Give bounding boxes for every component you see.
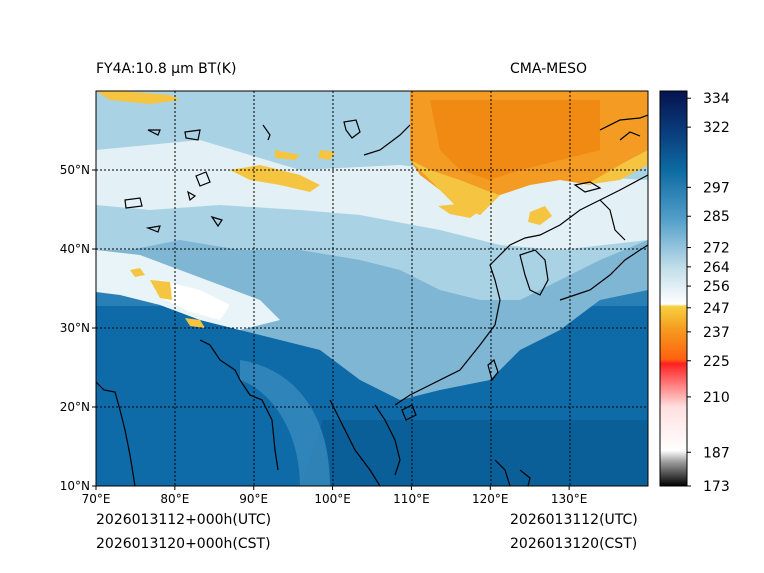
colorbar-tick-label: 256 [703, 279, 730, 295]
init-time-utc: 2026013112(UTC) [510, 512, 638, 528]
lon-tick-label: 130°E [551, 492, 588, 506]
model-label: CMA-MESO [510, 61, 588, 77]
forecast-time-cst: 2026013120+000h(CST) [96, 536, 271, 552]
colorbar-tick-label: 247 [703, 301, 730, 317]
colorbar-tick-label: 285 [703, 209, 730, 225]
map-title: FY4A:10.8 µm BT(K) [96, 61, 237, 77]
colorbar-tick-label: 264 [703, 260, 730, 276]
lat-tick-label: 10°N [60, 479, 90, 493]
lon-tick-label: 100°E [314, 492, 351, 506]
lat-tick-label: 40°N [60, 242, 90, 256]
colorbar-tick-label: 187 [703, 445, 730, 461]
forecast-time-utc: 2026013112+000h(UTC) [96, 512, 272, 528]
coastlines [96, 114, 648, 486]
init-time-cst: 2026013120(CST) [510, 536, 638, 552]
lon-tick-label: 80°E [160, 492, 189, 506]
colorbar-frame [659, 90, 688, 487]
colorbar-tick-label: 297 [703, 180, 730, 196]
lon-tick-label: 110°E [393, 492, 430, 506]
colorbar-tick-label: 210 [703, 390, 730, 406]
colorbar-ticks: 173 187 210 225 237 247 256 264 272 285 297 322 334 [687, 91, 730, 495]
lat-tick-label: 20°N [60, 400, 90, 414]
lat-tick-label: 30°N [60, 321, 90, 335]
map-frame [95, 90, 649, 487]
lon-tick-label: 70°E [82, 492, 111, 506]
lon-tick-label: 120°E [472, 492, 509, 506]
colorbar-tick-label: 225 [703, 354, 730, 370]
colorbar-tick-label: 237 [703, 325, 730, 341]
graticule [96, 91, 648, 486]
colorbar-tick-label: 322 [703, 120, 730, 136]
lon-tick-label: 90°E [239, 492, 268, 506]
colorbar [660, 91, 687, 486]
colorbar-tick-label: 334 [703, 91, 730, 107]
lat-tick-label: 50°N [60, 163, 90, 177]
longitude-axis: 70°E 80°E 90°E 100°E 110°E 120°E 130°E [82, 486, 588, 506]
colorbar-tick-label: 173 [703, 479, 730, 495]
brightness-temperature-field [96, 91, 648, 486]
colorbar-tick-label: 272 [703, 241, 730, 257]
latitude-axis: 10°N 20°N 30°N 40°N 50°N [60, 163, 96, 493]
